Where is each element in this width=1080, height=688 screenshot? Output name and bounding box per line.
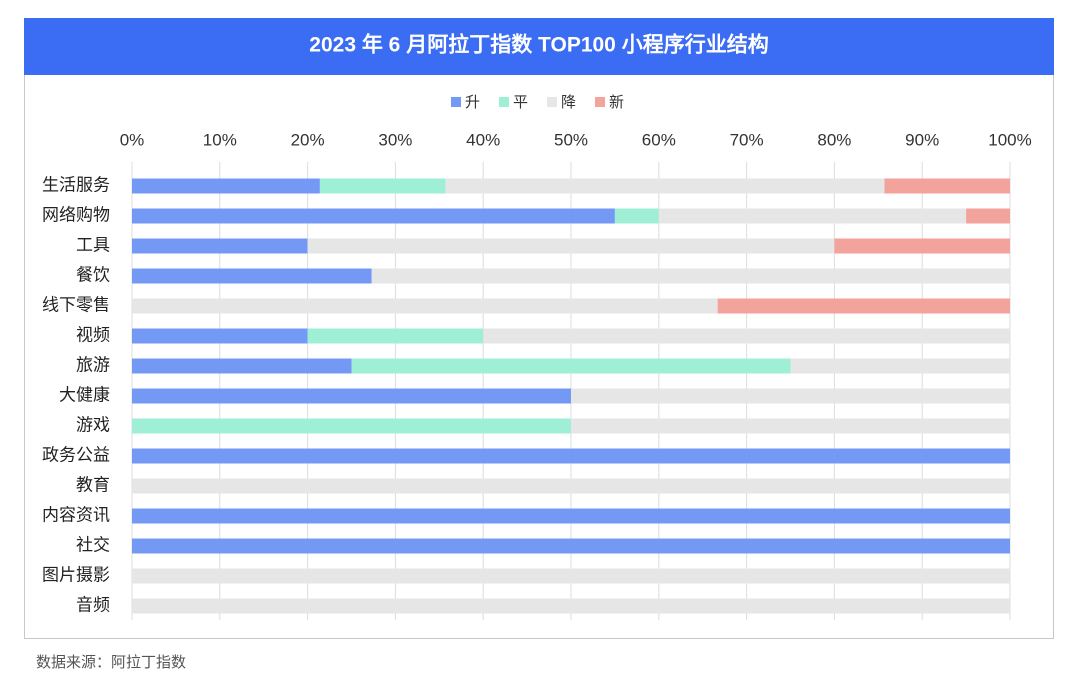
y-tick-label: 工具 [76, 235, 110, 254]
y-tick-label: 餐饮 [76, 265, 110, 284]
bar-segment [658, 208, 967, 224]
bar-segment [571, 388, 1010, 404]
bar-segment [132, 508, 1010, 524]
bar-segment [132, 358, 352, 374]
bar-segment [132, 478, 1010, 494]
bar-segment [445, 178, 885, 194]
bar-segment [790, 358, 1010, 374]
bar-segment [132, 388, 571, 404]
y-tick-label: 生活服务 [42, 175, 110, 194]
x-tick-label: 70% [730, 130, 764, 149]
bar-segment [132, 418, 571, 434]
bar-segment [717, 298, 1010, 314]
legend-label: 降 [561, 94, 576, 111]
bar-segment [132, 208, 615, 224]
bar-segment [132, 538, 1010, 554]
y-tick-label: 游戏 [76, 415, 110, 434]
x-tick-label: 10% [203, 130, 237, 149]
bar-segment [132, 328, 308, 344]
bar-segment [371, 268, 1011, 284]
bar-segment [132, 178, 320, 194]
bar-segment [614, 208, 659, 224]
y-tick-label: 网络购物 [42, 205, 110, 224]
y-tick-label: 社交 [76, 535, 110, 554]
bar-segment [884, 178, 1010, 194]
legend-label: 新 [609, 94, 624, 111]
legend-swatch [595, 97, 605, 107]
legend-swatch [547, 97, 557, 107]
bar-segment [483, 328, 1010, 344]
x-tick-label: 100% [988, 130, 1031, 149]
y-tick-label: 内容资讯 [42, 505, 110, 524]
bar-segment [132, 238, 308, 254]
x-tick-label: 80% [817, 130, 851, 149]
bar-segment [571, 418, 1010, 434]
x-tick-label: 40% [466, 130, 500, 149]
bar-segment [132, 448, 1010, 464]
header-band [24, 18, 1054, 75]
y-tick-label: 教育 [76, 475, 110, 494]
legend-label: 平 [513, 94, 528, 111]
bar-segment [132, 298, 718, 314]
bar-segment [319, 178, 446, 194]
y-tick-label: 线下零售 [42, 295, 110, 314]
bar-segment [307, 238, 835, 254]
legend-swatch [499, 97, 509, 107]
y-tick-label: 大健康 [59, 385, 110, 404]
x-tick-label: 30% [378, 130, 412, 149]
bar-segment [132, 568, 1010, 584]
bar-segment [307, 328, 484, 344]
x-tick-label: 50% [554, 130, 588, 149]
x-tick-label: 20% [291, 130, 325, 149]
bar-segment [132, 598, 1010, 614]
chart-title: 2023 年 6 月阿拉丁指数 TOP100 小程序行业结构 [309, 33, 768, 57]
source-note: 数据来源：阿拉丁指数 [36, 654, 186, 671]
x-tick-label: 90% [905, 130, 939, 149]
x-tick-label: 0% [120, 130, 145, 149]
bar-segment [834, 238, 1010, 254]
x-tick-label: 60% [642, 130, 676, 149]
legend-swatch [451, 97, 461, 107]
legend-label: 升 [465, 94, 480, 111]
bar-segment [966, 208, 1010, 224]
y-tick-label: 旅游 [76, 355, 110, 374]
y-tick-label: 音频 [76, 595, 110, 614]
bar-segment [351, 358, 791, 374]
y-tick-label: 图片摄影 [42, 565, 110, 584]
y-tick-label: 政务公益 [42, 445, 110, 464]
bar-segment [132, 268, 372, 284]
y-tick-label: 视频 [76, 325, 110, 344]
